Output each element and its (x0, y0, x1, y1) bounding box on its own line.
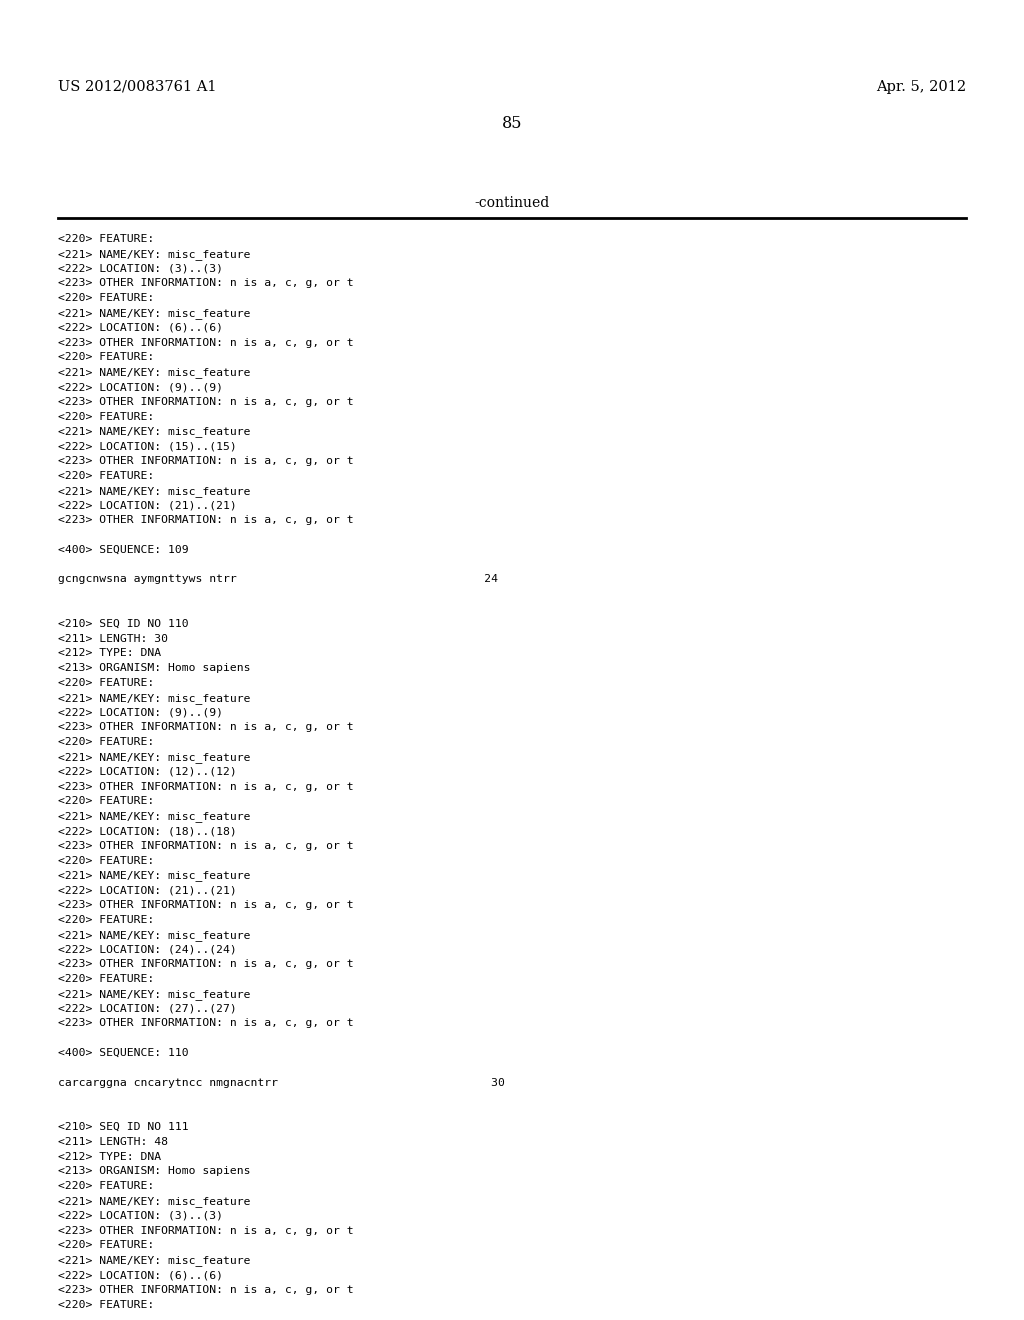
Text: <222> LOCATION: (12)..(12): <222> LOCATION: (12)..(12) (58, 767, 237, 776)
Text: 85: 85 (502, 115, 522, 132)
Text: <220> FEATURE:: <220> FEATURE: (58, 855, 155, 866)
Text: <222> LOCATION: (9)..(9): <222> LOCATION: (9)..(9) (58, 708, 223, 718)
Text: <222> LOCATION: (21)..(21): <222> LOCATION: (21)..(21) (58, 500, 237, 511)
Text: <223> OTHER INFORMATION: n is a, c, g, or t: <223> OTHER INFORMATION: n is a, c, g, o… (58, 1284, 353, 1295)
Text: -continued: -continued (474, 195, 550, 210)
Text: <223> OTHER INFORMATION: n is a, c, g, or t: <223> OTHER INFORMATION: n is a, c, g, o… (58, 781, 353, 792)
Text: <210> SEQ ID NO 111: <210> SEQ ID NO 111 (58, 1122, 188, 1133)
Text: <221> NAME/KEY: misc_feature: <221> NAME/KEY: misc_feature (58, 486, 251, 496)
Text: <212> TYPE: DNA: <212> TYPE: DNA (58, 1151, 161, 1162)
Text: <213> ORGANISM: Homo sapiens: <213> ORGANISM: Homo sapiens (58, 663, 251, 673)
Text: <400> SEQUENCE: 109: <400> SEQUENCE: 109 (58, 545, 188, 554)
Text: <220> FEATURE:: <220> FEATURE: (58, 1300, 155, 1309)
Text: <210> SEQ ID NO 110: <210> SEQ ID NO 110 (58, 619, 188, 628)
Text: <220> FEATURE:: <220> FEATURE: (58, 1241, 155, 1250)
Text: <221> NAME/KEY: misc_feature: <221> NAME/KEY: misc_feature (58, 426, 251, 437)
Text: <213> ORGANISM: Homo sapiens: <213> ORGANISM: Homo sapiens (58, 1167, 251, 1176)
Text: <222> LOCATION: (6)..(6): <222> LOCATION: (6)..(6) (58, 1270, 223, 1280)
Text: <222> LOCATION: (3)..(3): <222> LOCATION: (3)..(3) (58, 264, 223, 273)
Text: <223> OTHER INFORMATION: n is a, c, g, or t: <223> OTHER INFORMATION: n is a, c, g, o… (58, 397, 353, 407)
Text: <221> NAME/KEY: misc_feature: <221> NAME/KEY: misc_feature (58, 752, 251, 763)
Text: <211> LENGTH: 30: <211> LENGTH: 30 (58, 634, 168, 644)
Text: <212> TYPE: DNA: <212> TYPE: DNA (58, 648, 161, 659)
Text: <223> OTHER INFORMATION: n is a, c, g, or t: <223> OTHER INFORMATION: n is a, c, g, o… (58, 1019, 353, 1028)
Text: <220> FEATURE:: <220> FEATURE: (58, 1181, 155, 1191)
Text: <222> LOCATION: (24)..(24): <222> LOCATION: (24)..(24) (58, 944, 237, 954)
Text: <221> NAME/KEY: misc_feature: <221> NAME/KEY: misc_feature (58, 929, 251, 941)
Text: <221> NAME/KEY: misc_feature: <221> NAME/KEY: misc_feature (58, 1196, 251, 1206)
Text: <223> OTHER INFORMATION: n is a, c, g, or t: <223> OTHER INFORMATION: n is a, c, g, o… (58, 1225, 353, 1236)
Text: <221> NAME/KEY: misc_feature: <221> NAME/KEY: misc_feature (58, 989, 251, 999)
Text: carcarggna cncarytncc nmgnacntrr                               30: carcarggna cncarytncc nmgnacntrr 30 (58, 1077, 505, 1088)
Text: <221> NAME/KEY: misc_feature: <221> NAME/KEY: misc_feature (58, 870, 251, 882)
Text: <220> FEATURE:: <220> FEATURE: (58, 234, 155, 244)
Text: <222> LOCATION: (6)..(6): <222> LOCATION: (6)..(6) (58, 323, 223, 333)
Text: <221> NAME/KEY: misc_feature: <221> NAME/KEY: misc_feature (58, 693, 251, 704)
Text: <222> LOCATION: (9)..(9): <222> LOCATION: (9)..(9) (58, 381, 223, 392)
Text: <223> OTHER INFORMATION: n is a, c, g, or t: <223> OTHER INFORMATION: n is a, c, g, o… (58, 338, 353, 347)
Text: <223> OTHER INFORMATION: n is a, c, g, or t: <223> OTHER INFORMATION: n is a, c, g, o… (58, 722, 353, 733)
Text: <221> NAME/KEY: misc_feature: <221> NAME/KEY: misc_feature (58, 812, 251, 822)
Text: <223> OTHER INFORMATION: n is a, c, g, or t: <223> OTHER INFORMATION: n is a, c, g, o… (58, 900, 353, 909)
Text: <220> FEATURE:: <220> FEATURE: (58, 915, 155, 925)
Text: <220> FEATURE:: <220> FEATURE: (58, 471, 155, 480)
Text: <222> LOCATION: (21)..(21): <222> LOCATION: (21)..(21) (58, 886, 237, 895)
Text: <223> OTHER INFORMATION: n is a, c, g, or t: <223> OTHER INFORMATION: n is a, c, g, o… (58, 841, 353, 851)
Text: <221> NAME/KEY: misc_feature: <221> NAME/KEY: misc_feature (58, 248, 251, 260)
Text: US 2012/0083761 A1: US 2012/0083761 A1 (58, 81, 216, 94)
Text: <220> FEATURE:: <220> FEATURE: (58, 737, 155, 747)
Text: <223> OTHER INFORMATION: n is a, c, g, or t: <223> OTHER INFORMATION: n is a, c, g, o… (58, 279, 353, 288)
Text: <221> NAME/KEY: misc_feature: <221> NAME/KEY: misc_feature (58, 1255, 251, 1266)
Text: <220> FEATURE:: <220> FEATURE: (58, 293, 155, 304)
Text: <222> LOCATION: (15)..(15): <222> LOCATION: (15)..(15) (58, 441, 237, 451)
Text: <220> FEATURE:: <220> FEATURE: (58, 796, 155, 807)
Text: <223> OTHER INFORMATION: n is a, c, g, or t: <223> OTHER INFORMATION: n is a, c, g, o… (58, 455, 353, 466)
Text: <223> OTHER INFORMATION: n is a, c, g, or t: <223> OTHER INFORMATION: n is a, c, g, o… (58, 960, 353, 969)
Text: Apr. 5, 2012: Apr. 5, 2012 (876, 81, 966, 94)
Text: <222> LOCATION: (27)..(27): <222> LOCATION: (27)..(27) (58, 1003, 237, 1014)
Text: <222> LOCATION: (3)..(3): <222> LOCATION: (3)..(3) (58, 1210, 223, 1221)
Text: <221> NAME/KEY: misc_feature: <221> NAME/KEY: misc_feature (58, 367, 251, 378)
Text: <222> LOCATION: (18)..(18): <222> LOCATION: (18)..(18) (58, 826, 237, 836)
Text: <220> FEATURE:: <220> FEATURE: (58, 412, 155, 421)
Text: <220> FEATURE:: <220> FEATURE: (58, 352, 155, 363)
Text: <220> FEATURE:: <220> FEATURE: (58, 678, 155, 688)
Text: gcngcnwsna aymgnttyws ntrr                                    24: gcngcnwsna aymgnttyws ntrr 24 (58, 574, 498, 585)
Text: <223> OTHER INFORMATION: n is a, c, g, or t: <223> OTHER INFORMATION: n is a, c, g, o… (58, 515, 353, 525)
Text: <220> FEATURE:: <220> FEATURE: (58, 974, 155, 983)
Text: <400> SEQUENCE: 110: <400> SEQUENCE: 110 (58, 1048, 188, 1059)
Text: <211> LENGTH: 48: <211> LENGTH: 48 (58, 1137, 168, 1147)
Text: <221> NAME/KEY: misc_feature: <221> NAME/KEY: misc_feature (58, 308, 251, 319)
